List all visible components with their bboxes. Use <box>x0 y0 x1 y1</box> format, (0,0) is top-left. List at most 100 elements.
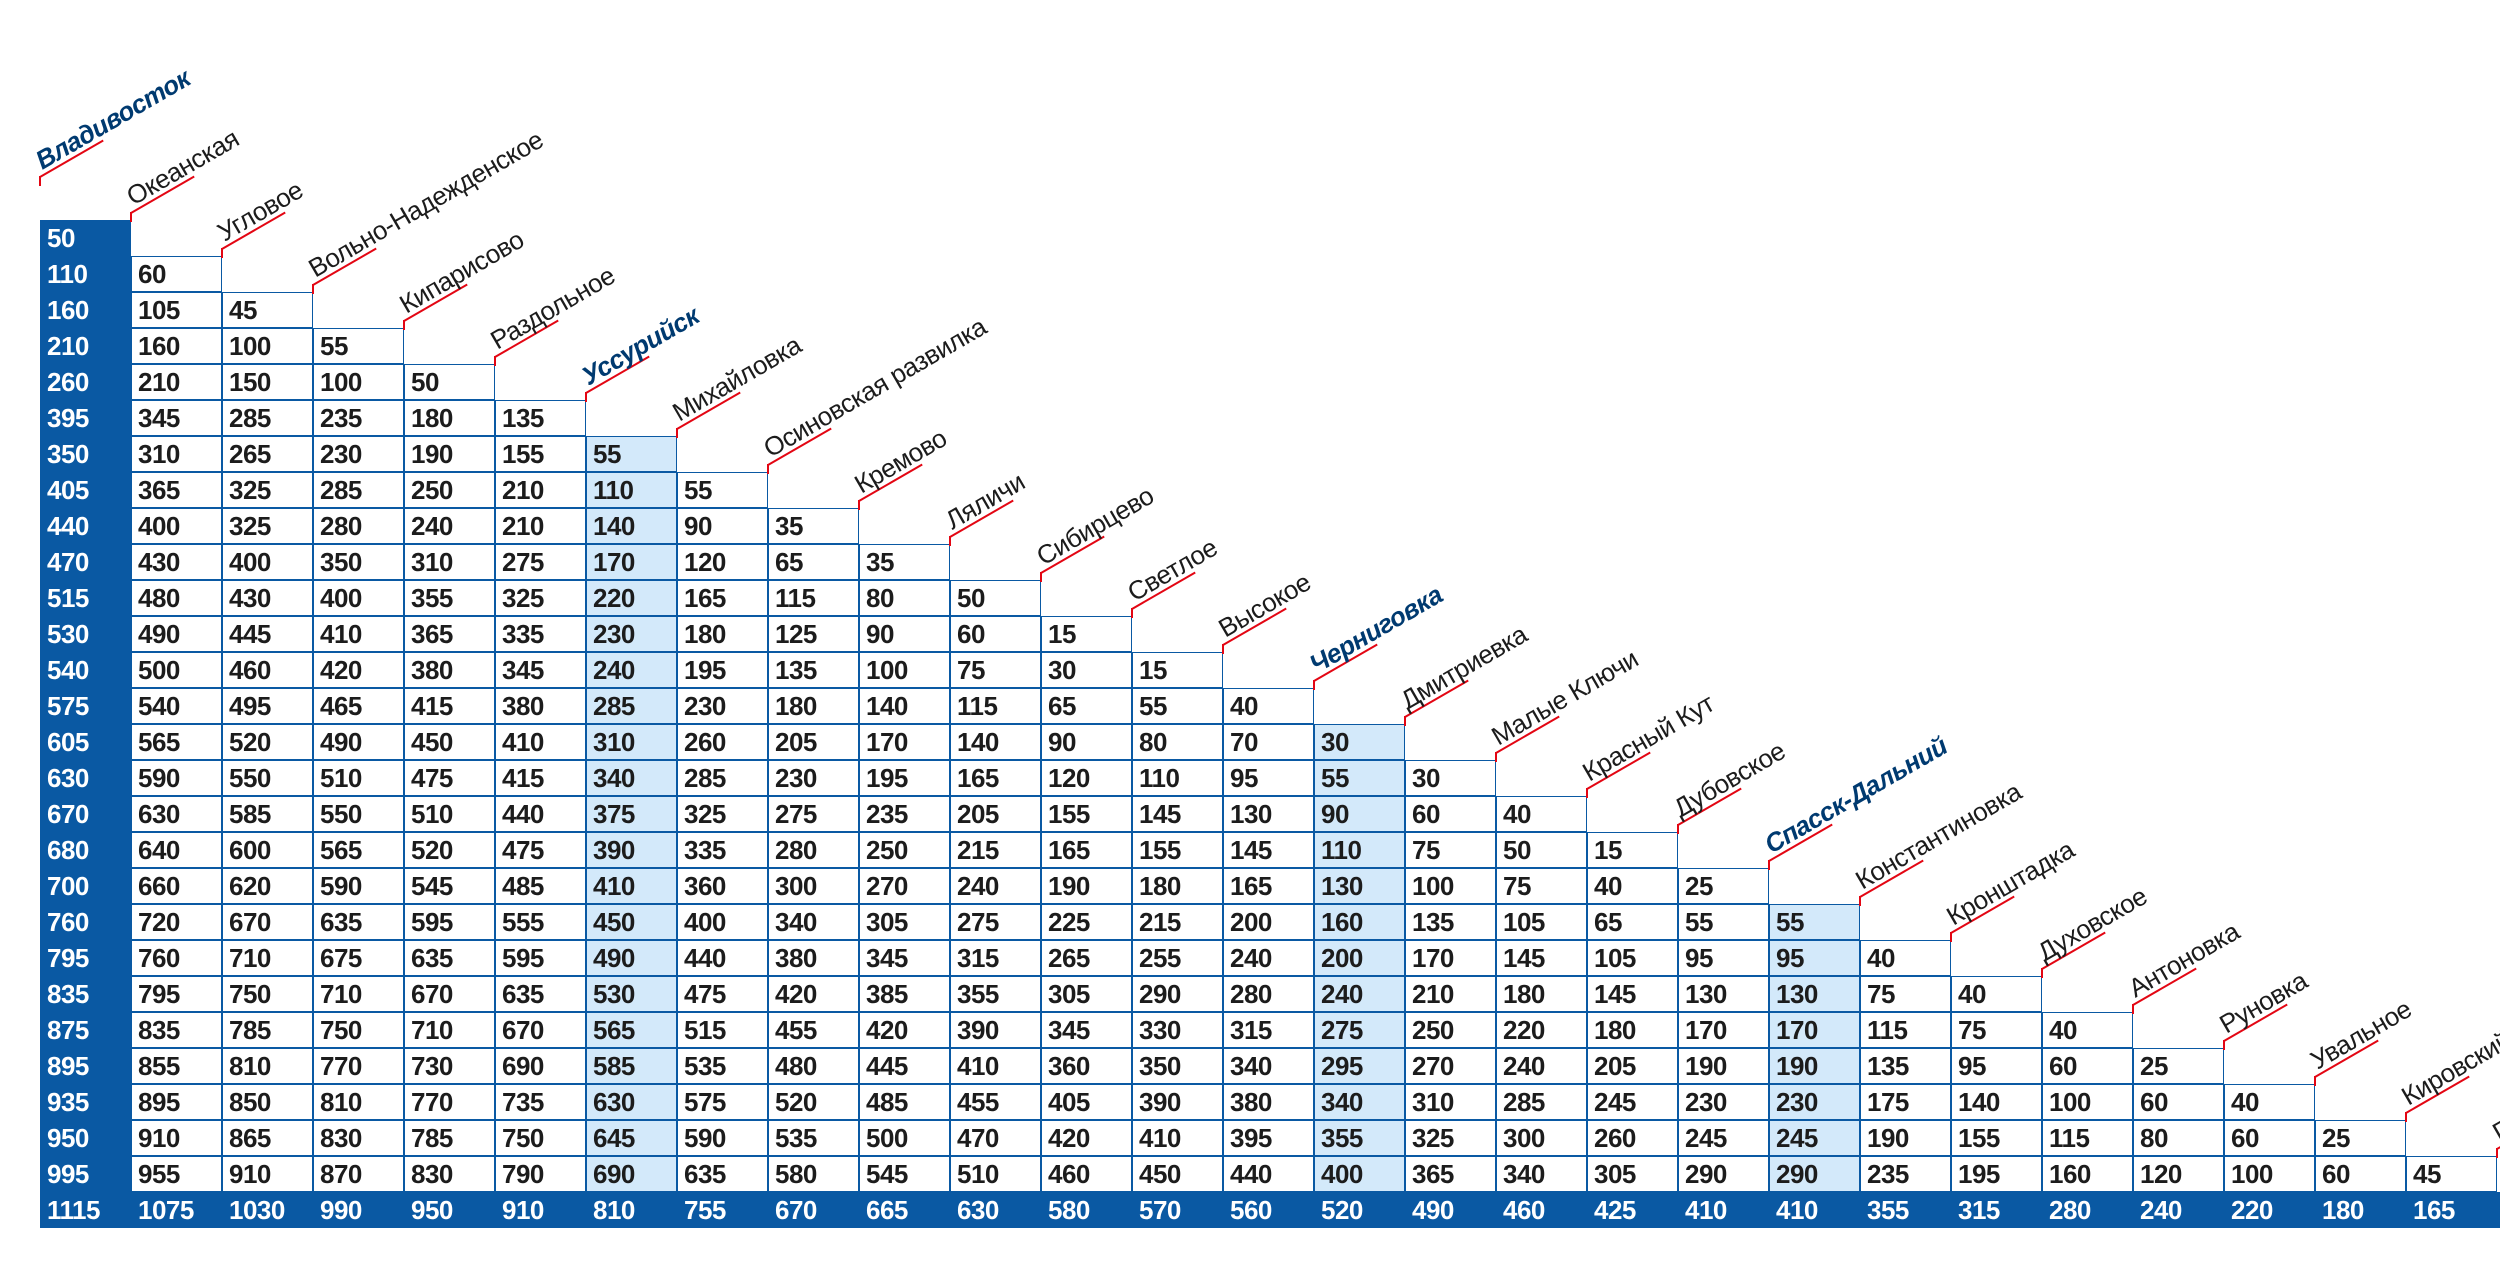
distance-cell: 990 <box>313 1192 404 1228</box>
distance-cell: 115 <box>2042 1120 2133 1156</box>
distance-cell: 205 <box>768 724 859 760</box>
distance-cell: 280 <box>768 832 859 868</box>
distance-cell: 390 <box>950 1012 1041 1048</box>
distance-cell: 190 <box>1041 868 1132 904</box>
distance-cell: 660 <box>131 868 222 904</box>
location-label: Ляличи <box>939 466 1031 537</box>
distance-cell: 315 <box>1951 1192 2042 1228</box>
distance-cell: 40 <box>1951 976 2042 1012</box>
distance-cell: 235 <box>1860 1156 1951 1192</box>
distance-cell: 710 <box>313 976 404 1012</box>
distance-cell: 315 <box>950 940 1041 976</box>
location-label: Кировский <box>2395 1025 2500 1113</box>
distance-cell: 460 <box>1496 1192 1587 1228</box>
distance-cell: 240 <box>1496 1048 1587 1084</box>
distance-cell: 540 <box>131 688 222 724</box>
distance-cell: 485 <box>859 1084 950 1120</box>
distance-cell: 670 <box>40 796 131 832</box>
distance-cell: 235 <box>313 400 404 436</box>
distance-cell: 710 <box>222 940 313 976</box>
distance-cell: 55 <box>1769 904 1860 940</box>
distance-cell: 710 <box>404 1012 495 1048</box>
distance-cell: 220 <box>586 580 677 616</box>
distance-cell: 145 <box>1132 796 1223 832</box>
distance-cell: 855 <box>131 1048 222 1084</box>
distance-cell: 235 <box>859 796 950 832</box>
distance-cell: 315 <box>1223 1012 1314 1048</box>
distance-cell: 415 <box>495 760 586 796</box>
distance-cell: 245 <box>1769 1120 1860 1156</box>
distance-cell: 55 <box>1132 688 1223 724</box>
distance-cell: 15 <box>1132 652 1223 688</box>
distance-cell: 850 <box>222 1084 313 1120</box>
distance-cell: 405 <box>1041 1084 1132 1120</box>
distance-cell: 475 <box>404 760 495 796</box>
distance-cell: 325 <box>495 580 586 616</box>
distance-cell: 50 <box>950 580 1041 616</box>
distance-cell: 520 <box>404 832 495 868</box>
distance-cell: 105 <box>1587 940 1678 976</box>
distance-cell: 600 <box>222 832 313 868</box>
distance-cell: 55 <box>313 328 404 364</box>
distance-cell: 770 <box>313 1048 404 1084</box>
distance-cell: 910 <box>222 1156 313 1192</box>
distance-cell: 390 <box>586 832 677 868</box>
distance-cell: 120 <box>677 544 768 580</box>
distance-cell: 565 <box>586 1012 677 1048</box>
distance-cell: 490 <box>313 724 404 760</box>
distance-cell: 285 <box>677 760 768 796</box>
distance-cell: 100 <box>313 364 404 400</box>
distance-cell: 995 <box>40 1156 131 1192</box>
distance-cell: 280 <box>2042 1192 2133 1228</box>
distance-cell: 190 <box>1678 1048 1769 1084</box>
distance-cell: 340 <box>1496 1156 1587 1192</box>
distance-cell: 110 <box>1132 760 1223 796</box>
distance-cell: 150 <box>222 364 313 400</box>
distance-cell: 380 <box>1223 1084 1314 1120</box>
location-label: Дмитриевка <box>1394 619 1533 717</box>
distance-cell: 210 <box>40 328 131 364</box>
distance-cell: 485 <box>495 868 586 904</box>
distance-cell: 220 <box>2224 1192 2315 1228</box>
distance-cell: 135 <box>1405 904 1496 940</box>
distance-cell: 145 <box>1496 940 1587 976</box>
distance-cell: 260 <box>40 364 131 400</box>
distance-cell: 120 <box>2133 1156 2224 1192</box>
distance-cell: 170 <box>586 544 677 580</box>
distance-cell: 355 <box>1314 1120 1405 1156</box>
distance-cell: 760 <box>40 904 131 940</box>
distance-cell: 340 <box>586 760 677 796</box>
distance-cell: 215 <box>950 832 1041 868</box>
distance-cell: 760 <box>131 940 222 976</box>
distance-cell: 275 <box>950 904 1041 940</box>
distance-cell: 175 <box>1860 1084 1951 1120</box>
distance-cell: 65 <box>768 544 859 580</box>
distance-cell: 550 <box>313 796 404 832</box>
distance-cell: 360 <box>677 868 768 904</box>
distance-cell: 205 <box>1587 1048 1678 1084</box>
distance-cell: 595 <box>404 904 495 940</box>
distance-cell: 365 <box>1405 1156 1496 1192</box>
distance-cell: 1075 <box>131 1192 222 1228</box>
distance-cell: 545 <box>404 868 495 904</box>
distance-cell: 305 <box>1041 976 1132 1012</box>
distance-cell: 365 <box>404 616 495 652</box>
distance-cell: 810 <box>222 1048 313 1084</box>
distance-cell: 30 <box>1405 760 1496 796</box>
distance-cell: 835 <box>131 1012 222 1048</box>
distance-cell: 375 <box>586 796 677 832</box>
distance-cell: 1030 <box>222 1192 313 1228</box>
distance-cell: 140 <box>1951 1084 2042 1120</box>
distance-cell: 870 <box>313 1156 404 1192</box>
distance-cell: 195 <box>859 760 950 796</box>
location-label: Светлое <box>1121 532 1223 609</box>
distance-cell: 510 <box>313 760 404 796</box>
distance-cell: 790 <box>495 1156 586 1192</box>
distance-cell: 355 <box>1860 1192 1951 1228</box>
distance-cell: 75 <box>1405 832 1496 868</box>
distance-cell: 90 <box>859 616 950 652</box>
distance-cell: 15 <box>1587 832 1678 868</box>
distance-cell: 160 <box>2042 1156 2133 1192</box>
distance-cell: 935 <box>40 1084 131 1120</box>
distance-cell: 75 <box>1951 1012 2042 1048</box>
